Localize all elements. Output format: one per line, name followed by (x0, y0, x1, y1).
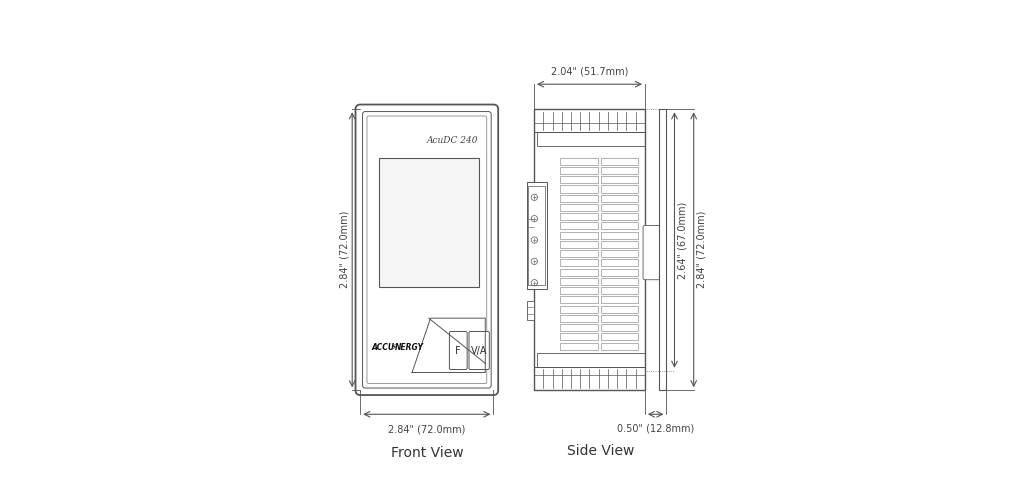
Text: V/A: V/A (471, 346, 487, 356)
Bar (600, 259, 638, 266)
Bar (526, 214, 535, 233)
Bar (560, 296, 598, 303)
Text: F: F (456, 346, 461, 356)
Bar (600, 278, 638, 285)
Bar (560, 269, 598, 276)
Bar (526, 301, 535, 320)
Text: 2.84" (72.0mm): 2.84" (72.0mm) (339, 211, 349, 288)
Bar (560, 259, 598, 266)
Bar (560, 333, 598, 340)
Bar (600, 213, 638, 220)
Bar (560, 250, 598, 257)
Bar (600, 269, 638, 276)
FancyBboxPatch shape (469, 332, 489, 370)
Bar (600, 306, 638, 312)
Bar (560, 232, 598, 239)
Text: NERGY: NERGY (394, 343, 424, 352)
Bar (600, 167, 638, 174)
Bar (600, 176, 638, 183)
Bar (600, 232, 638, 239)
Bar (600, 296, 638, 303)
Text: 2.64" (67.0mm): 2.64" (67.0mm) (678, 202, 687, 279)
Bar (560, 176, 598, 183)
Bar (600, 324, 638, 331)
Bar (560, 204, 598, 211)
Bar (600, 250, 638, 257)
Bar (600, 185, 638, 192)
Bar (560, 287, 598, 294)
Bar (600, 204, 638, 211)
Text: 2.04" (51.7mm): 2.04" (51.7mm) (551, 66, 628, 76)
Text: ACCU: ACCU (372, 343, 394, 352)
FancyBboxPatch shape (450, 332, 467, 370)
FancyBboxPatch shape (355, 105, 499, 395)
Bar (526, 182, 547, 289)
Bar (560, 241, 598, 248)
FancyBboxPatch shape (643, 226, 660, 280)
Bar (560, 324, 598, 331)
Bar (560, 315, 598, 322)
Text: Front View: Front View (390, 445, 463, 460)
Bar (560, 185, 598, 192)
Bar (600, 195, 638, 202)
Bar (600, 222, 638, 229)
Bar (537, 132, 645, 146)
Text: Side View: Side View (566, 444, 634, 458)
Bar (535, 367, 645, 390)
Bar (600, 333, 638, 340)
Bar (560, 167, 598, 174)
Bar (560, 195, 598, 202)
Bar (600, 287, 638, 294)
Bar (600, 158, 638, 165)
Text: 0.50" (12.8mm): 0.50" (12.8mm) (617, 423, 694, 433)
Bar (600, 241, 638, 248)
Bar (560, 222, 598, 229)
Bar (535, 109, 645, 132)
Text: 2.84" (72.0mm): 2.84" (72.0mm) (696, 211, 707, 288)
Text: AcuDC 240: AcuDC 240 (427, 136, 478, 145)
Bar (659, 109, 667, 390)
Bar (537, 353, 645, 367)
Bar (600, 315, 638, 322)
Bar (528, 186, 546, 286)
Bar (600, 343, 638, 349)
Bar (560, 278, 598, 285)
Bar (379, 157, 478, 287)
Bar (560, 343, 598, 349)
Bar (560, 306, 598, 312)
Text: ⚡: ⚡ (390, 343, 396, 352)
Bar (560, 158, 598, 165)
Text: 2.84" (72.0mm): 2.84" (72.0mm) (388, 425, 466, 434)
Bar (535, 109, 645, 390)
Bar (560, 213, 598, 220)
